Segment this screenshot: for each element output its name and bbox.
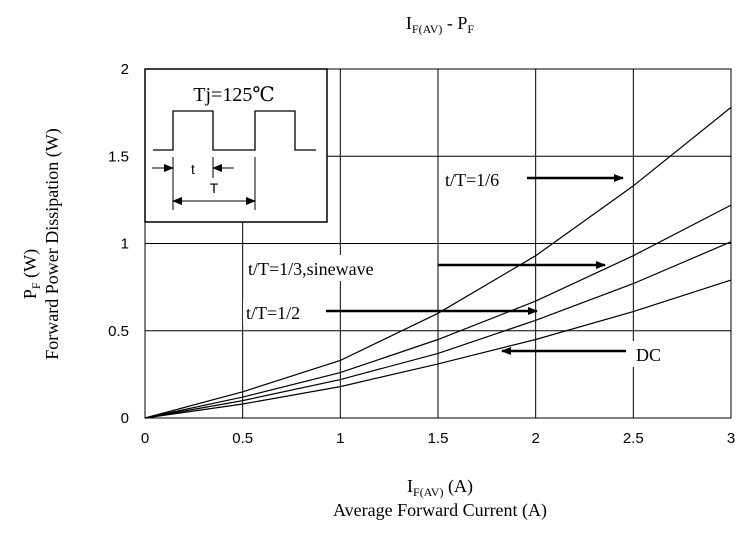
- inset-T-label: T: [210, 180, 219, 196]
- x-tick-label: 2: [531, 430, 539, 447]
- series-line-1: [144, 204, 732, 419]
- annotation-label-1-6: t/T=1/6: [445, 170, 499, 190]
- y-tick-label: 1: [121, 236, 129, 253]
- x-tick-label: 1.5: [428, 430, 449, 447]
- y-tick-label: 0: [121, 410, 129, 427]
- annotation-label-1-2: t/T=1/2: [246, 303, 300, 323]
- x-tick-label: 2.5: [623, 430, 644, 447]
- y-axis-label-subscript: F: [29, 282, 43, 289]
- x-tick-labels: 0 0.5 1 1.5 2 2.5 3: [141, 430, 735, 447]
- series-line-3: [144, 279, 732, 419]
- plot-frame: [144, 68, 732, 419]
- x-axis-description: Average Forward Current (A): [333, 500, 547, 521]
- y-tick-label: 0.5: [108, 323, 129, 340]
- x-tick-label: 1: [336, 430, 344, 447]
- inset-temperature-label: Tj=125℃: [193, 84, 274, 106]
- series-group: [144, 106, 732, 419]
- x-axis-label-subscript: F(AV): [413, 485, 443, 499]
- annotation-label-bg-dc: [632, 341, 672, 367]
- annotation-label-1-3: t/T=1/3,sinewave: [248, 259, 374, 279]
- chart-title-subscript-2: F: [467, 22, 474, 36]
- x-tick-label: 3: [727, 430, 735, 447]
- y-tick-labels: 0 0.5 1 1.5 2: [108, 61, 129, 427]
- chart-title-subscript: F(AV): [412, 22, 442, 36]
- y-tick-label: 1.5: [108, 148, 129, 165]
- series-line-0: [144, 106, 732, 419]
- x-axis-label: IF(AV) (A): [407, 476, 473, 499]
- annotation-label-dc: DC: [636, 345, 661, 365]
- y-axis-description: Forward Power Dissipation (W): [42, 128, 63, 359]
- chart-title: IF(AV) - PF: [406, 13, 474, 36]
- y-axis-label: PF (W): [20, 249, 43, 299]
- annotations: t/T=1/6 t/T=1/3,sinewave t/T=1/2 DC: [243, 166, 672, 367]
- y-tick-label: 2: [121, 61, 129, 78]
- inset-box: Tj=125℃ t T: [144, 68, 328, 223]
- inset-t-label: t: [191, 161, 195, 177]
- annotation-label-bg-1-3: [245, 255, 437, 281]
- inset-frame: [144, 68, 328, 223]
- annotation-label-bg-1-6: [442, 166, 526, 192]
- series-line-2: [144, 241, 732, 419]
- x-tick-label: 0: [141, 430, 149, 447]
- annotation-label-bg-1-2: [243, 299, 325, 325]
- inset-waveform: [153, 110, 316, 151]
- x-tick-label: 0.5: [232, 430, 253, 447]
- grid: [145, 69, 731, 418]
